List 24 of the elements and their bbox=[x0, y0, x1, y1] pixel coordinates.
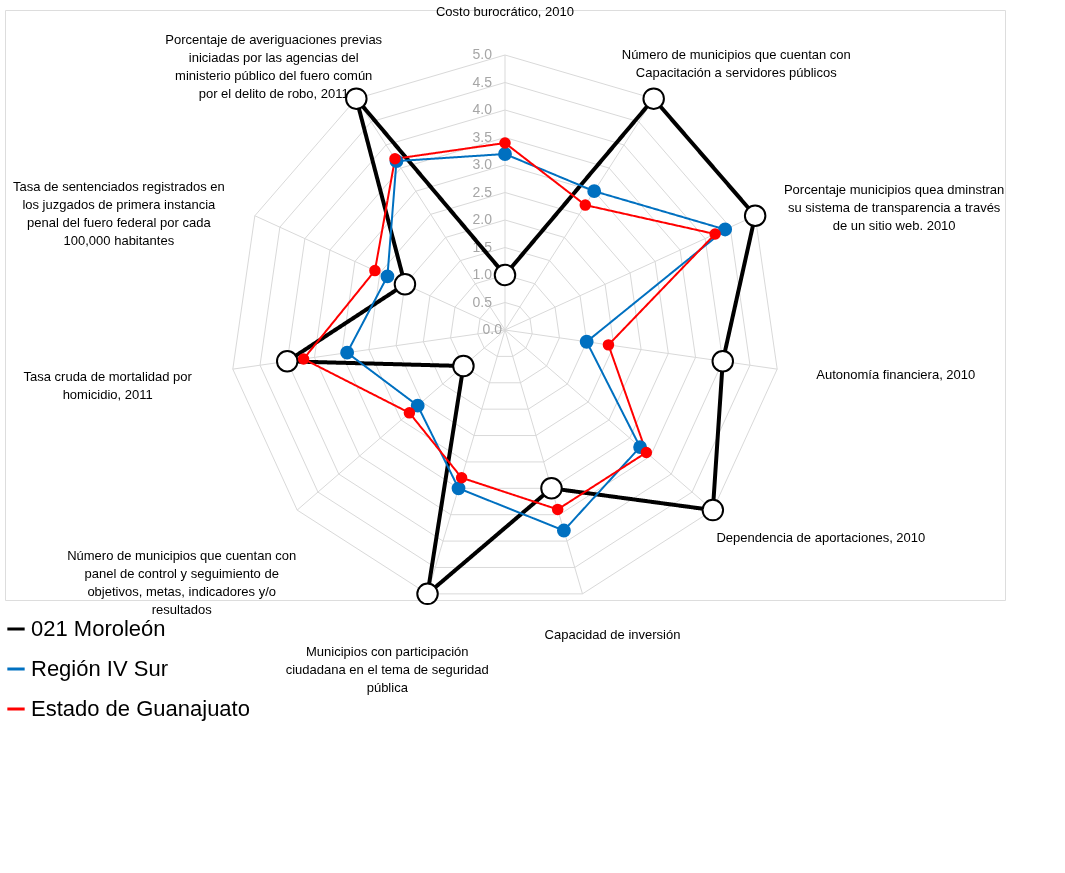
legend-label: Estado de Guanajuato bbox=[31, 696, 250, 721]
spoke-label: Capacidad de inversión bbox=[544, 627, 681, 643]
spoke-label: Número de municipios que cuentan con panel de control y seguimiento de objetivos, metas, indicadores y/o resultados bbox=[67, 547, 297, 617]
spoke-label: Tasa cruda de mortalidad por homicidio, 2011 bbox=[23, 368, 193, 402]
spoke-label: Porcentaje municipios quea dminstran su sistema de transparencia a través de un sitio web. 2010 bbox=[783, 182, 1005, 234]
spoke-label: Costo burocrático, 2010 bbox=[435, 4, 575, 19]
y-tick-label: 2.0 bbox=[472, 211, 493, 227]
spoke-label: Tasa de sentenciados registrados en los juzgados de primera instancia penal del fuero federal por cada 100,000 habitantes bbox=[12, 178, 225, 248]
spoke-label: Municipios con participación ciudadana en el tema de seguridad pública bbox=[285, 644, 489, 696]
spoke-label: Número de municipios que cuentan con Capacitación a servidores públicos bbox=[621, 46, 851, 80]
spoke-label: Dependencia de aportaciones, 2010 bbox=[716, 530, 926, 546]
y-tick-label: 3.5 bbox=[472, 128, 493, 145]
y-tick-label: 3.0 bbox=[472, 156, 493, 172]
legend-label: Región IV Sur bbox=[31, 656, 168, 681]
spoke-label: Porcentaje de averiguaciones previas iniciadas por las agencias del ministerio público del fuero común por el delito de robo, 2011 bbox=[165, 31, 383, 101]
y-tick-label: 4.0 bbox=[472, 101, 493, 117]
y-tick-label: 4.5 bbox=[472, 73, 493, 90]
y-tick-label: 2.5 bbox=[472, 183, 493, 200]
spoke-label: Autonomía financiera, 2010 bbox=[816, 367, 976, 383]
y-tick-label: 1.0 bbox=[472, 266, 493, 282]
y-tick-label: 5.0 bbox=[472, 46, 493, 62]
y-tick-label: 0.5 bbox=[472, 293, 493, 310]
legend-label: 021 Moroleón bbox=[31, 616, 166, 641]
y-tick-label: 0.0 bbox=[482, 321, 503, 337]
